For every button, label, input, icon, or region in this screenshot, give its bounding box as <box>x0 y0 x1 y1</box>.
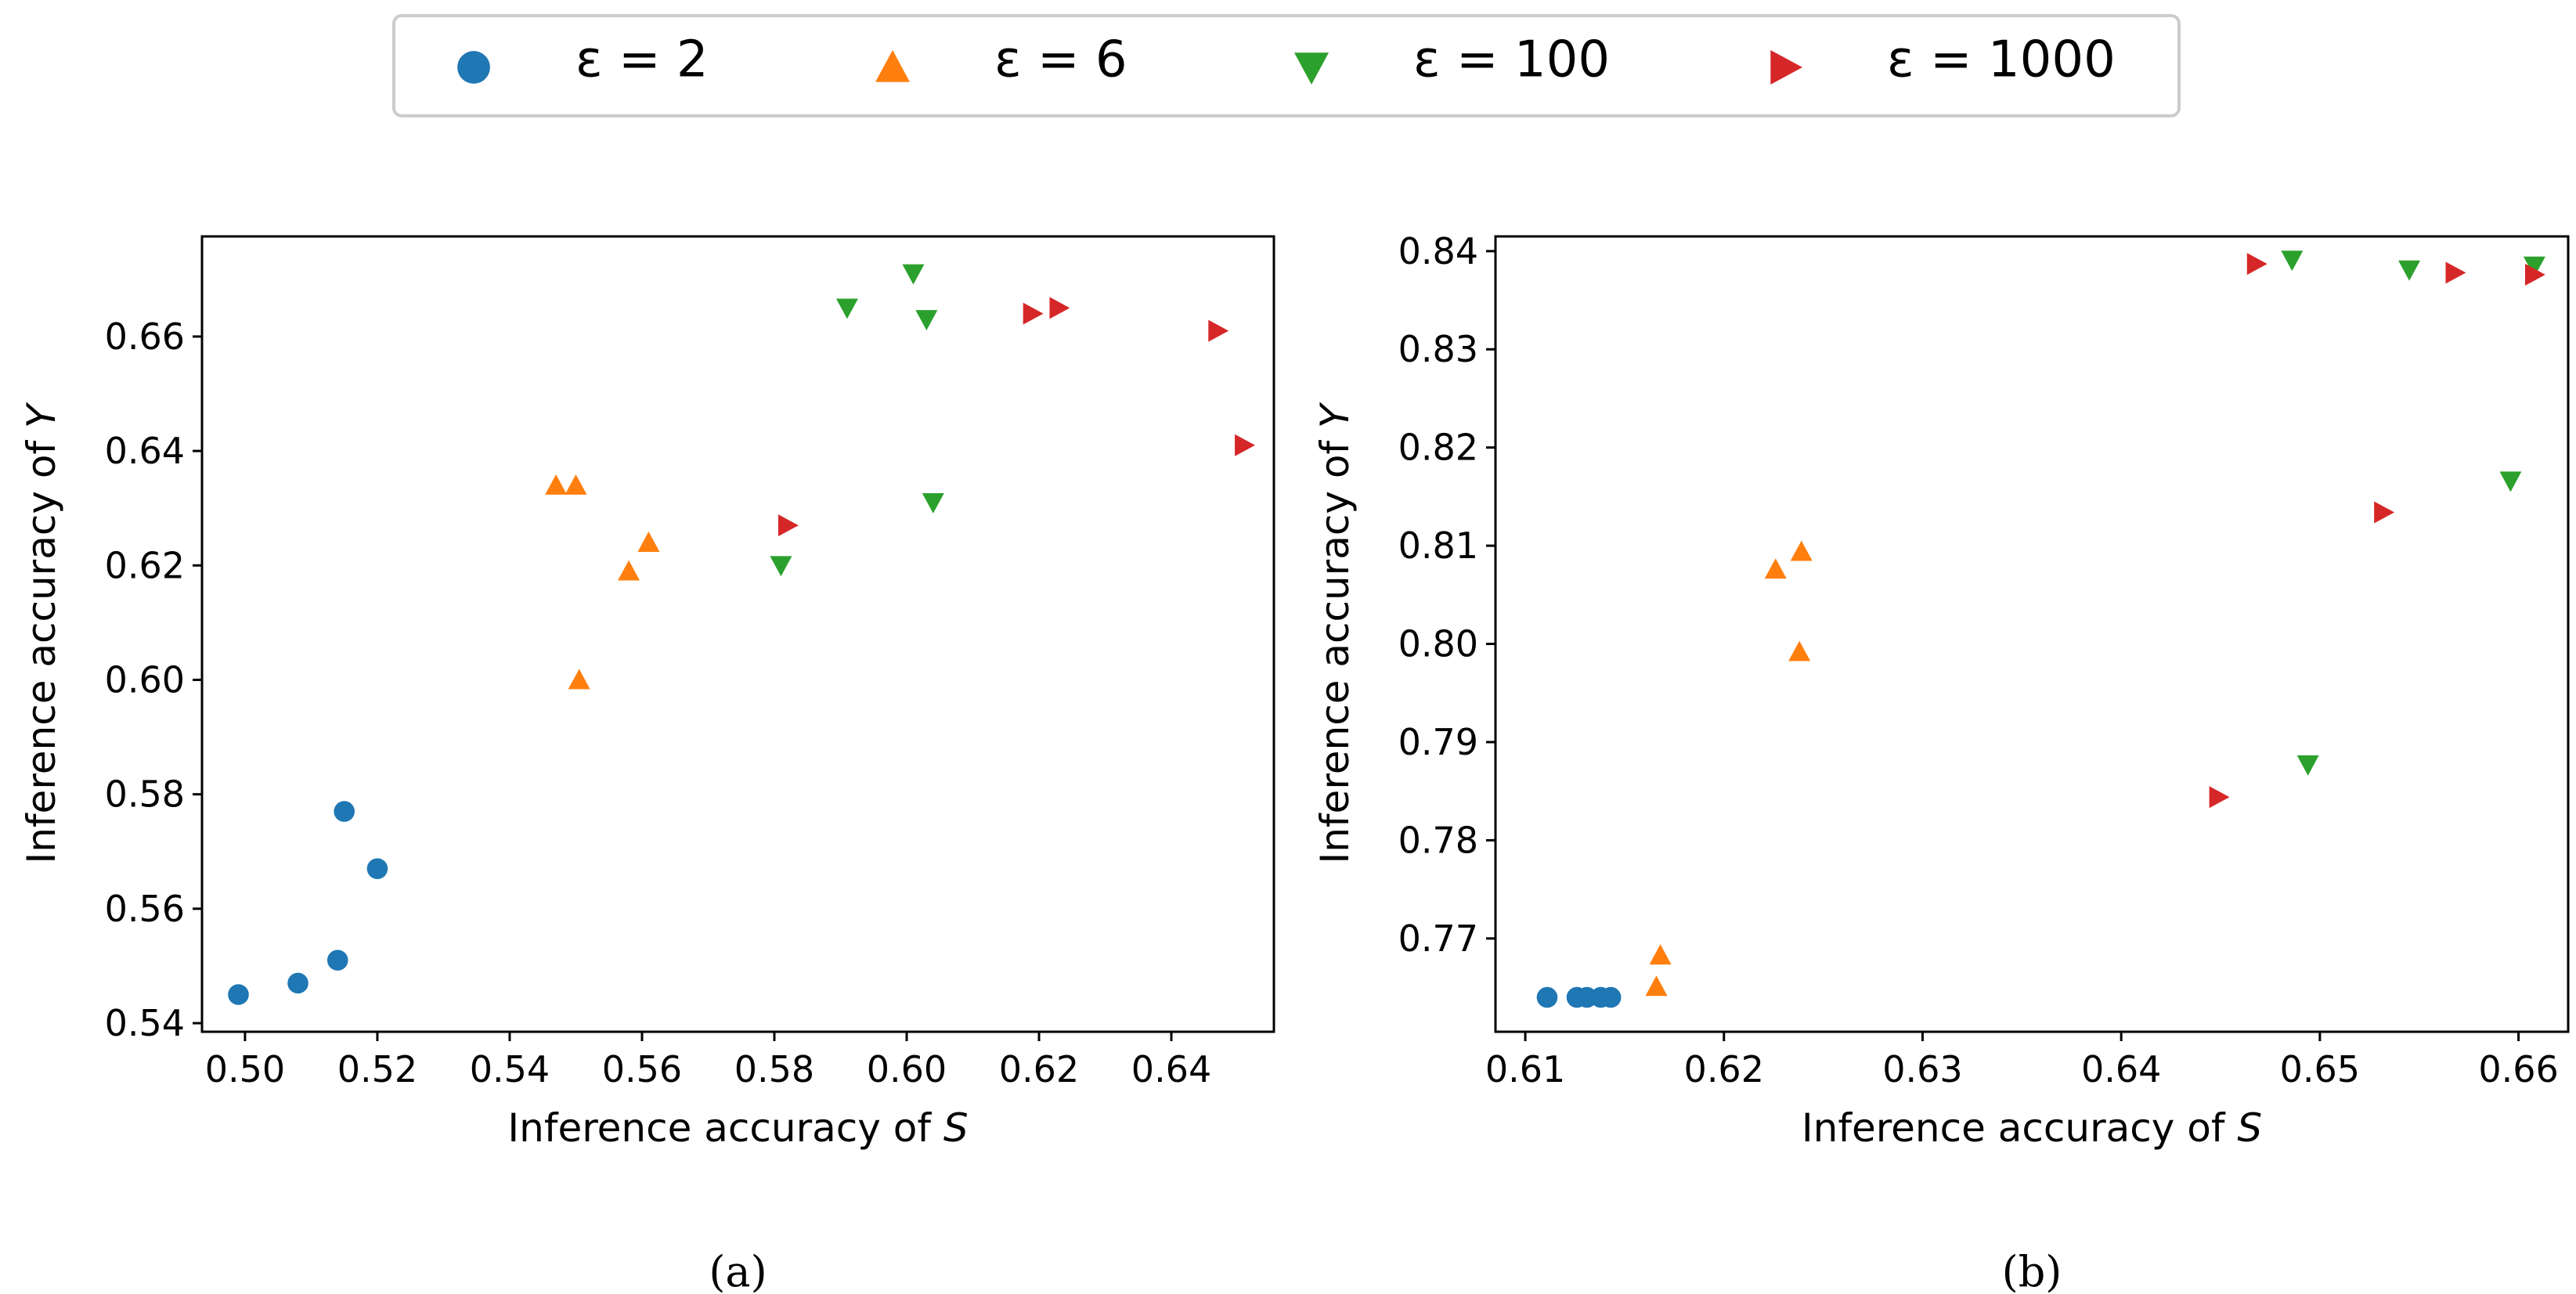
data-point-triangle-right <box>2209 786 2230 809</box>
data-point-triangle-down <box>2499 471 2522 492</box>
data-point-triangle-up <box>1764 558 1787 579</box>
y-tick-label: 0.81 <box>1398 524 1478 567</box>
data-point-triangle-right <box>1208 319 1229 342</box>
x-tick-label: 0.65 <box>2280 1048 2360 1090</box>
legend-marker-triangle-up <box>875 50 910 82</box>
x-tick-label: 0.61 <box>1485 1048 1565 1090</box>
data-point-triangle-up <box>1645 975 1668 997</box>
data-point-triangle-down <box>2523 256 2545 277</box>
x-tick-label: 0.60 <box>867 1048 947 1090</box>
data-point-circle <box>228 984 249 1005</box>
y-tick-label: 0.80 <box>1398 623 1478 665</box>
panel-label: (a) <box>709 1247 767 1294</box>
legend: ε = 2 ε = 6 ε = 100 ε = 1000 <box>392 14 2181 117</box>
legend-frame <box>392 14 2181 117</box>
x-tick-label: 0.64 <box>2081 1048 2161 1090</box>
y-tick-label: 0.58 <box>105 773 185 816</box>
y-axis-label: Inference accuracy of Y <box>19 402 64 863</box>
y-tick-label: 0.83 <box>1398 328 1478 370</box>
data-point-circle <box>327 950 348 971</box>
legend-label: ε = 100 <box>1413 31 1610 89</box>
data-point-triangle-up <box>1649 944 1672 965</box>
y-tick-label: 0.79 <box>1398 721 1478 763</box>
data-point-circle <box>334 801 355 822</box>
y-tick-label: 0.62 <box>105 544 185 586</box>
legend-marker-triangle-right <box>1770 50 1802 85</box>
y-tick-label: 0.56 <box>105 888 185 930</box>
data-point-triangle-right <box>2374 501 2395 524</box>
data-point-triangle-down <box>770 556 792 577</box>
plot-frame <box>200 235 1275 1033</box>
x-tick-label: 0.62 <box>1684 1048 1764 1090</box>
x-tick-label: 0.50 <box>205 1048 285 1090</box>
data-point-circle <box>1536 986 1558 1008</box>
data-point-triangle-down <box>835 298 858 319</box>
data-point-triangle-up <box>545 474 568 495</box>
x-tick-label: 0.56 <box>602 1048 682 1090</box>
x-tick-label: 0.63 <box>1882 1048 1962 1090</box>
panel-label: (b) <box>2002 1247 2062 1294</box>
data-point-triangle-down <box>2398 260 2421 281</box>
data-point-triangle-right <box>2445 261 2466 284</box>
data-point-triangle-up <box>618 560 640 581</box>
data-point-triangle-up <box>637 532 660 552</box>
data-point-triangle-right <box>1023 302 1044 325</box>
legend-label: ε = 2 <box>575 31 709 89</box>
data-point-triangle-right <box>2246 253 2268 276</box>
data-point-circle <box>287 972 308 994</box>
y-tick-label: 0.66 <box>105 315 185 358</box>
y-tick-label: 0.60 <box>105 658 185 701</box>
y-axis-label: Inference accuracy of Y <box>1312 402 1358 863</box>
x-tick-label: 0.58 <box>734 1048 814 1090</box>
data-point-triangle-up <box>568 669 590 690</box>
panel-a-scatter-plot: 0.50 0.52 0.54 0.56 0.58 0.60 0.62 0.64 0.54 0.56… <box>19 235 1275 1294</box>
data-point-triangle-up <box>1788 640 1811 661</box>
legend-label: ε = 1000 <box>1887 31 2116 89</box>
y-tick-label: 0.77 <box>1398 917 1478 960</box>
y-tick-label: 0.54 <box>105 1002 185 1044</box>
legend-marker-circle <box>457 51 490 84</box>
legend-label: ε = 6 <box>994 31 1127 89</box>
panel-b-scatter-plot: 0.61 0.62 0.63 0.64 0.65 0.66 0.77 0.78 0.79 0.80… <box>1312 230 2570 1294</box>
y-tick-label: 0.82 <box>1398 427 1478 469</box>
legend-marker-triangle-down <box>1294 52 1329 85</box>
data-point-circle <box>1600 986 1622 1008</box>
data-point-circle <box>366 858 388 879</box>
data-point-triangle-right <box>2524 263 2545 286</box>
x-axis-label: Inference accuracy of S <box>507 1105 968 1151</box>
data-point-triangle-down <box>2296 755 2319 776</box>
data-point-triangle-right <box>1235 434 1255 456</box>
plot-frame <box>1494 235 2570 1033</box>
x-tick-label: 0.66 <box>2478 1048 2558 1090</box>
data-point-triangle-down <box>922 492 944 514</box>
y-tick-label: 0.78 <box>1398 819 1478 861</box>
data-point-triangle-down <box>2281 251 2304 272</box>
y-tick-label: 0.84 <box>1398 230 1478 272</box>
data-point-triangle-right <box>1049 297 1070 319</box>
x-tick-label: 0.54 <box>470 1048 550 1090</box>
data-point-triangle-up <box>565 474 587 495</box>
data-point-triangle-down <box>902 264 925 285</box>
y-tick-label: 0.64 <box>105 430 185 472</box>
data-point-triangle-down <box>915 310 938 330</box>
data-point-triangle-right <box>777 514 799 537</box>
data-point-triangle-up <box>1790 540 1813 561</box>
x-axis-label: Inference accuracy of S <box>1802 1105 2262 1151</box>
x-tick-label: 0.52 <box>337 1048 417 1090</box>
x-tick-label: 0.64 <box>1131 1048 1211 1090</box>
x-tick-label: 0.62 <box>999 1048 1079 1090</box>
